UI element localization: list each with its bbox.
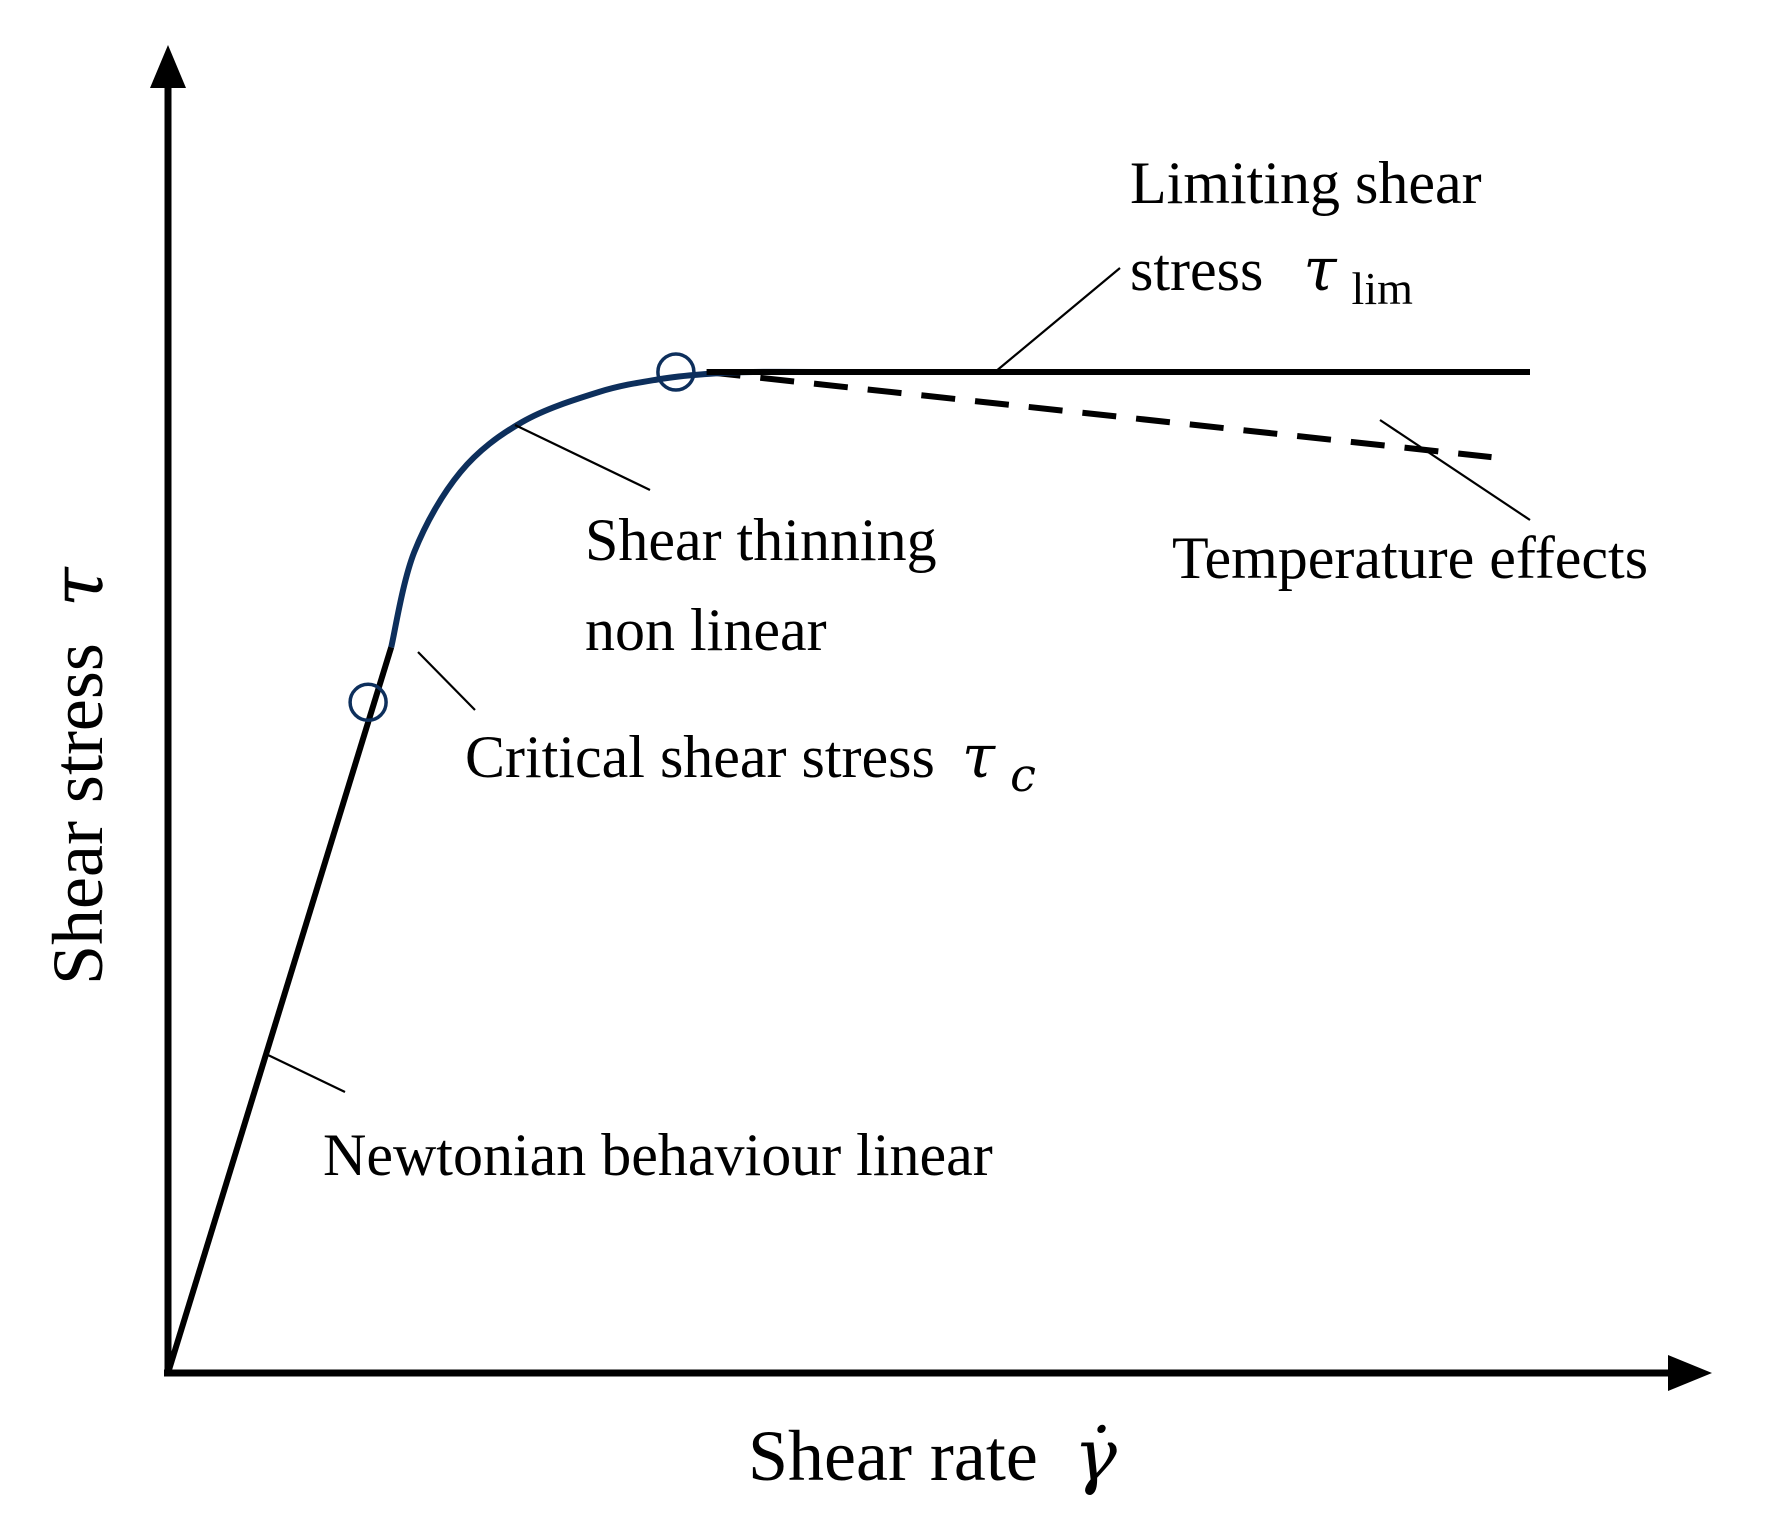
annotation-shear-thinning-line1: Shear thinning xyxy=(585,507,937,573)
newtonian-leader-line xyxy=(267,1054,346,1093)
shear-thinning-leader-line xyxy=(514,424,651,491)
x-axis-arrow xyxy=(1668,1355,1712,1391)
annotation-limiting-subscript: lim xyxy=(1352,263,1414,314)
x-axis-label-symbol: γ̇ xyxy=(1074,1413,1118,1497)
annotation-limiting-line1: Limiting shear xyxy=(1130,150,1482,216)
annotations: Limiting shear stress τ lim Shear thinni… xyxy=(323,150,1648,1188)
annotation-temperature: Temperature effects xyxy=(1172,525,1648,591)
series-newtonian-behaviour-linear xyxy=(165,646,395,1374)
series-layer xyxy=(165,368,1530,1374)
annotation-limiting-symbol: τ xyxy=(1303,235,1337,305)
y-axis-label-text: Shear stress xyxy=(38,643,118,985)
marker-layer xyxy=(348,352,696,723)
annotation-critical: Critical shear stress τ c xyxy=(465,722,1036,802)
series-temperature-effects xyxy=(706,369,1492,461)
temperature-leader-line xyxy=(1379,419,1531,521)
annotation-critical-subscript: c xyxy=(1010,748,1036,802)
annotation-critical-symbol: τ xyxy=(962,722,996,792)
annotation-limiting-line2: stress τ lim xyxy=(1130,235,1413,314)
limiting-leader-line xyxy=(994,267,1121,373)
critical-leader-line xyxy=(417,651,476,711)
annotation-newtonian: Newtonian behaviour linear xyxy=(323,1122,993,1188)
y-axis-arrow xyxy=(150,45,186,88)
leader-lines xyxy=(267,267,1531,1093)
x-axis-label: Shear rate γ̇ xyxy=(748,1413,1118,1497)
axis-labels: Shear rate γ̇ Shear stress τ xyxy=(35,566,1118,1497)
y-axis-label-symbol: τ xyxy=(35,566,119,607)
annotation-limiting-word: stress xyxy=(1130,237,1263,303)
marker-limiting-shear-stress-point xyxy=(656,352,696,392)
annotation-shear-thinning-line2: non linear xyxy=(585,597,827,663)
axes xyxy=(150,45,1712,1391)
y-axis-label: Shear stress τ xyxy=(35,566,119,985)
x-axis-label-text: Shear rate xyxy=(748,1416,1038,1496)
annotation-critical-text: Critical shear stress xyxy=(465,724,935,790)
marker-critical-shear-stress-point xyxy=(348,682,388,723)
